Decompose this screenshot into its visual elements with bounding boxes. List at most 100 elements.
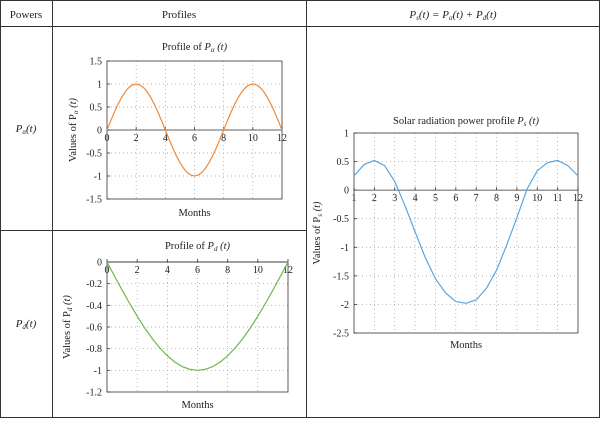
x-tick-label-4: 8 bbox=[225, 265, 230, 276]
row-label-alpha-arg: (t) bbox=[26, 123, 37, 135]
chart-title-sub: α bbox=[211, 46, 215, 54]
y-tick-label-3: 0 bbox=[97, 126, 102, 137]
y-axis-label: Values of Pα (t) bbox=[68, 97, 80, 162]
eq-lhs-sub: s bbox=[416, 14, 419, 22]
eq-term1: P bbox=[441, 9, 449, 21]
eq-term2-arg: (t) bbox=[486, 9, 497, 21]
x-tick-label-3: 4 bbox=[413, 193, 418, 204]
row-label-alpha-sub: α bbox=[22, 128, 26, 136]
x-axis-label: Months bbox=[450, 340, 482, 351]
y-axis-label-sub: α bbox=[72, 110, 80, 114]
plot-frame bbox=[353, 132, 579, 334]
x-tick-label-5: 10 bbox=[248, 133, 258, 144]
y-tick-label-5: -1 bbox=[94, 172, 102, 183]
x-tick-label-2: 4 bbox=[163, 133, 168, 144]
series-line-0 bbox=[106, 261, 289, 371]
chart-s: 1 2 3 4 5 6 7 8 9 10 11 1210.50-0.5-1-1.5-2-2.5Sola… bbox=[312, 116, 583, 351]
x-tick-label-11: 12 bbox=[573, 193, 583, 204]
y-axis-label-arg: (t) bbox=[312, 201, 323, 214]
y-tick-label-4: -0.8 bbox=[86, 344, 102, 355]
y-tick-label-0: 1.5 bbox=[90, 57, 103, 68]
chart-title-arg: (t) bbox=[217, 241, 230, 252]
y-tick-label-4: -1 bbox=[341, 243, 349, 254]
row-label-d: Pd(t) bbox=[15, 318, 37, 331]
eq-term1-sub: α bbox=[449, 14, 453, 22]
eq-term2-sub: d bbox=[483, 14, 487, 22]
chart-d: 0 2 4 6 8 10 120-0.2-0.4-0.6-0.8-1-1.2Profile … bbox=[62, 241, 293, 411]
x-tick-label-10: 11 bbox=[553, 193, 563, 204]
row-label-alpha: Pα(t) bbox=[15, 123, 37, 136]
y-axis-label-arg: (t) bbox=[62, 295, 73, 308]
y-tick-label-2: 0 bbox=[344, 186, 349, 197]
chart-title: Profile of Pα (t) bbox=[162, 42, 228, 54]
row-label-alpha-main: P bbox=[15, 123, 23, 135]
x-tick-label-2: 4 bbox=[165, 265, 170, 276]
chart-title-main: P bbox=[207, 241, 215, 252]
y-axis-label-prefix: Values of P bbox=[68, 114, 79, 162]
y-tick-label-1: 0.5 bbox=[337, 157, 350, 168]
y-tick-label-1: 1 bbox=[97, 80, 102, 91]
series-line-0 bbox=[353, 159, 579, 304]
chart-title-prefix: Profile of bbox=[165, 241, 208, 252]
x-tick-label-5: 10 bbox=[253, 265, 263, 276]
x-tick-label-3: 6 bbox=[192, 133, 197, 144]
chart-title-prefix: Solar radiation power profile bbox=[393, 116, 517, 127]
y-axis-label-sub: d bbox=[66, 307, 74, 311]
x-tick-label-7: 8 bbox=[494, 193, 499, 204]
y-tick-label-0: 0 bbox=[97, 258, 102, 269]
y-tick-label-0: 1 bbox=[344, 129, 349, 140]
y-tick-label-6: -2 bbox=[341, 300, 349, 311]
chart-title-arg: (t) bbox=[215, 42, 228, 53]
x-tick-label-3: 6 bbox=[195, 265, 200, 276]
y-tick-label-3: -0.5 bbox=[333, 214, 349, 225]
eq-lhs-arg: (t) = bbox=[419, 9, 442, 21]
row-label-d-sub: d bbox=[22, 323, 26, 331]
x-axis-label: Months bbox=[181, 400, 213, 411]
chart-title: Solar radiation power profile Ps (t) bbox=[393, 116, 539, 128]
y-tick-label-7: -2.5 bbox=[333, 329, 349, 340]
x-tick-label-4: 8 bbox=[221, 133, 226, 144]
chart-title-sub: s bbox=[524, 120, 527, 128]
y-axis-label-arg: (t) bbox=[68, 97, 79, 110]
y-tick-label-6: -1.2 bbox=[86, 388, 102, 399]
x-tick-label-1: 2 bbox=[134, 133, 139, 144]
y-tick-label-5: -1 bbox=[94, 366, 102, 377]
eq-term1-arg: (t) + bbox=[453, 9, 476, 21]
eq-term2: P bbox=[475, 9, 483, 21]
chart-title-main: P bbox=[516, 116, 524, 127]
y-tick-label-3: -0.6 bbox=[86, 323, 102, 334]
row-label-d-main: P bbox=[15, 318, 23, 330]
y-tick-label-1: -0.2 bbox=[86, 279, 102, 290]
chart-title-arg: (t) bbox=[526, 116, 539, 127]
y-axis-label-sub: s bbox=[316, 214, 324, 217]
series-line-0 bbox=[106, 83, 283, 177]
x-tick-label-0: 1 bbox=[352, 193, 357, 204]
header-equation: Ps(t) = Pα(t) + Pd(t) bbox=[408, 9, 496, 22]
x-tick-label-2: 3 bbox=[392, 193, 397, 204]
y-tick-label-2: -0.4 bbox=[86, 301, 102, 312]
y-tick-label-4: -0.5 bbox=[86, 149, 102, 160]
y-axis-label-prefix: Values of P bbox=[312, 217, 323, 265]
x-tick-label-8: 9 bbox=[514, 193, 519, 204]
x-tick-label-0: 0 bbox=[105, 133, 110, 144]
chart-title-prefix: Profile of bbox=[162, 42, 205, 53]
x-tick-label-1: 2 bbox=[135, 265, 140, 276]
y-tick-label-5: -1.5 bbox=[333, 271, 349, 282]
x-tick-label-6: 7 bbox=[474, 193, 479, 204]
y-tick-label-2: 0.5 bbox=[90, 103, 103, 114]
x-tick-label-4: 5 bbox=[433, 193, 438, 204]
x-tick-label-5: 6 bbox=[453, 193, 458, 204]
x-tick-label-6: 12 bbox=[283, 265, 293, 276]
header-powers: Powers bbox=[10, 9, 42, 21]
x-tick-label-0: 0 bbox=[105, 265, 110, 276]
eq-lhs: P bbox=[408, 9, 416, 21]
y-tick-label-6: -1.5 bbox=[86, 195, 102, 206]
chart-title-main: P bbox=[203, 42, 211, 53]
y-axis-label: Values of Pd (t) bbox=[62, 295, 74, 359]
chart-title-sub: d bbox=[214, 245, 218, 253]
chart-title: Profile of Pd (t) bbox=[165, 241, 231, 253]
row-label-d-arg: (t) bbox=[26, 318, 37, 330]
